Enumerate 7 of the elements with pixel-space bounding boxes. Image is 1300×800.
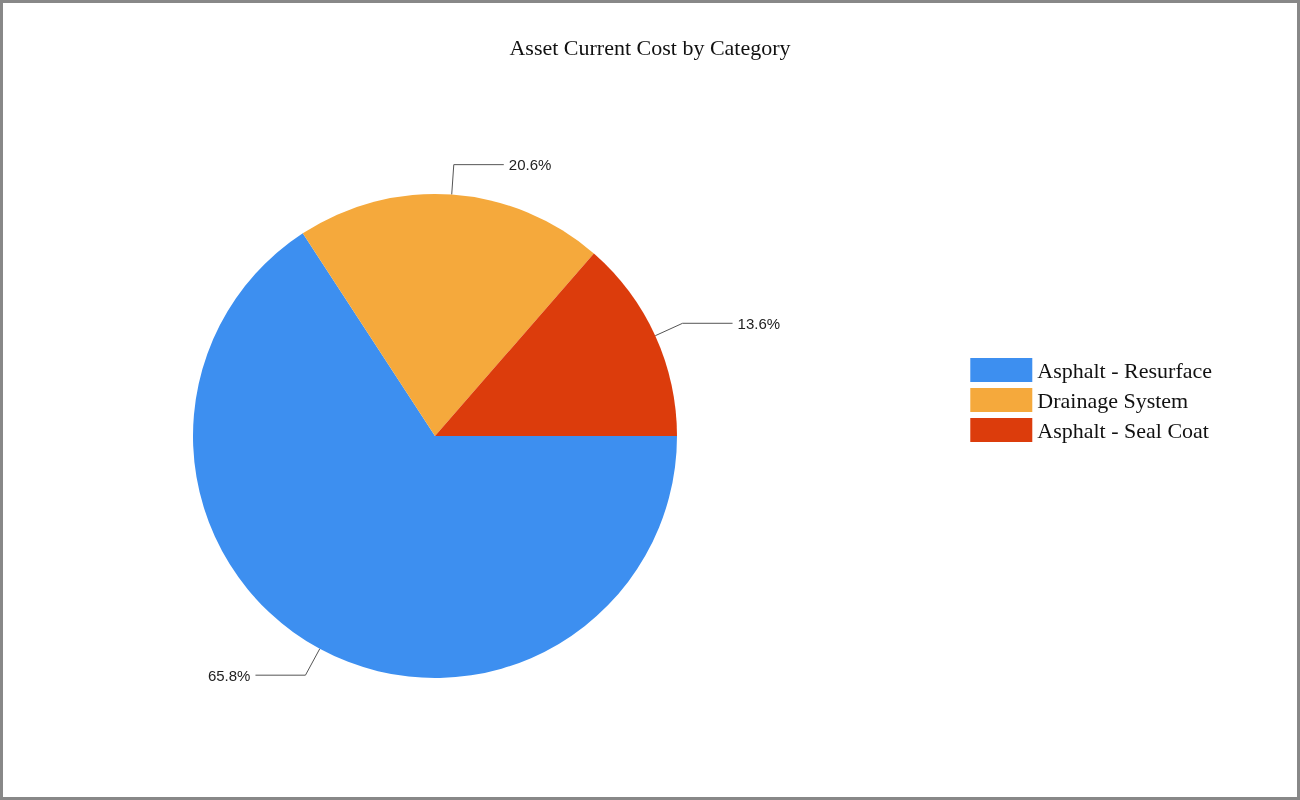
legend-label: Asphalt - Resurface (1037, 357, 1213, 383)
legend-label: Drainage System (1037, 387, 1189, 413)
data-label: 65.8% (207, 666, 251, 684)
legend-label: Asphalt - Seal Coat (1037, 417, 1209, 443)
data-label: 13.6% (737, 314, 781, 332)
chart-title: Asset Current Cost by Category (509, 34, 791, 60)
data-label: 20.6% (508, 156, 552, 174)
